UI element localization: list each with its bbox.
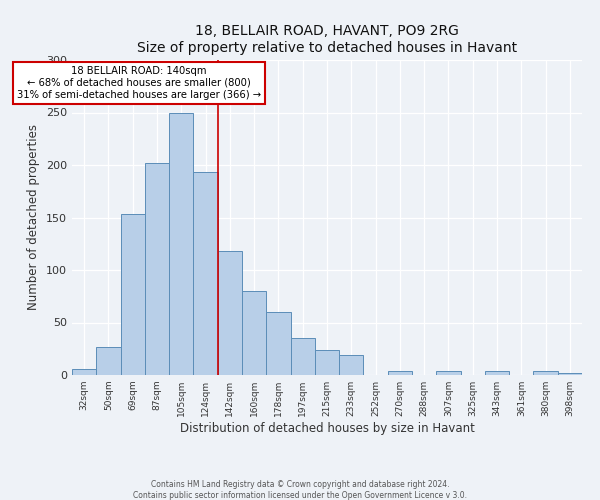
Bar	[266, 312, 290, 375]
Y-axis label: Number of detached properties: Number of detached properties	[28, 124, 40, 310]
Bar	[485, 371, 509, 375]
X-axis label: Distribution of detached houses by size in Havant: Distribution of detached houses by size …	[179, 422, 475, 435]
Bar	[121, 214, 145, 375]
Bar	[193, 172, 218, 375]
Text: 18 BELLAIR ROAD: 140sqm
← 68% of detached houses are smaller (800)
31% of semi-d: 18 BELLAIR ROAD: 140sqm ← 68% of detache…	[17, 66, 261, 100]
Bar	[290, 338, 315, 375]
Bar	[242, 291, 266, 375]
Bar	[218, 251, 242, 375]
Bar	[558, 373, 582, 375]
Bar	[339, 355, 364, 375]
Bar	[388, 371, 412, 375]
Bar	[96, 346, 121, 375]
Bar	[72, 368, 96, 375]
Bar	[533, 371, 558, 375]
Bar	[315, 350, 339, 375]
Text: Contains HM Land Registry data © Crown copyright and database right 2024.
Contai: Contains HM Land Registry data © Crown c…	[133, 480, 467, 500]
Bar	[145, 163, 169, 375]
Title: 18, BELLAIR ROAD, HAVANT, PO9 2RG
Size of property relative to detached houses i: 18, BELLAIR ROAD, HAVANT, PO9 2RG Size o…	[137, 24, 517, 54]
Bar	[169, 112, 193, 375]
Bar	[436, 371, 461, 375]
